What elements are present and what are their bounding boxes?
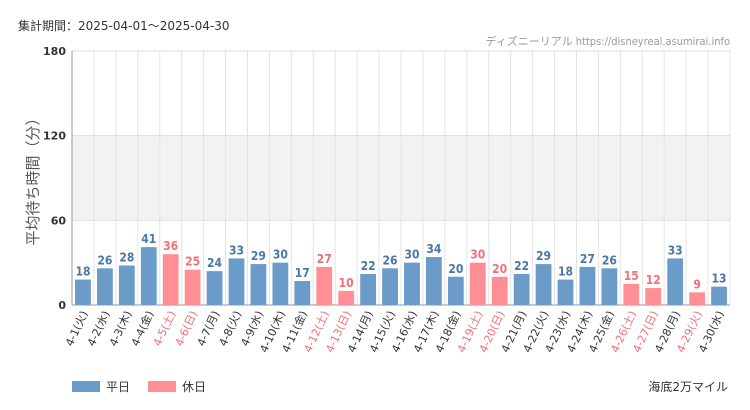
data-label: 28: [119, 250, 134, 264]
bar: [140, 247, 157, 305]
y-tick-label: 60: [51, 214, 67, 227]
data-label: 30: [404, 248, 419, 262]
data-label: 29: [251, 249, 266, 263]
bar: [382, 268, 398, 305]
data-label: 22: [361, 259, 376, 273]
bar: [645, 288, 662, 305]
data-label: 25: [185, 255, 200, 269]
data-label: 26: [383, 253, 398, 267]
legend-swatch-holiday: [148, 381, 177, 392]
data-label: 30: [470, 248, 485, 262]
y-axis: 0 60 120 180: [43, 45, 73, 312]
legend-item-holiday: 休日: [148, 378, 206, 395]
bar: [469, 262, 486, 305]
bar: [491, 276, 508, 305]
data-label: 15: [624, 269, 639, 283]
data-label: 17: [295, 266, 310, 280]
bar: [184, 269, 201, 305]
data-label: 20: [492, 262, 507, 276]
bar: [667, 258, 684, 305]
data-label: 10: [339, 276, 354, 290]
bar: [228, 258, 245, 305]
bar: [97, 268, 113, 305]
y-tick-label: 120: [43, 130, 66, 143]
y-tick-label: 180: [43, 45, 66, 58]
data-label: 33: [668, 243, 683, 257]
bar: [535, 264, 552, 305]
data-label: 27: [317, 252, 332, 266]
bar: [250, 264, 267, 305]
bar: [404, 262, 420, 305]
bar: [118, 265, 135, 305]
data-label: 36: [163, 239, 178, 253]
bar: [162, 254, 179, 305]
x-axis: 4-1(火)4-2(水)4-3(木)4-4(金)4-5(土)4-6(日)4-7(…: [63, 308, 727, 354]
data-label: 34: [426, 242, 442, 256]
source-label: ディズニーリアル https://disneyreal.asumirai.inf…: [485, 35, 730, 48]
data-label: 22: [514, 259, 529, 273]
data-label: 9: [693, 277, 701, 291]
legend-label-holiday: 休日: [182, 380, 207, 394]
data-label: 18: [75, 265, 90, 279]
gridlines: [71, 50, 731, 306]
bar: [206, 271, 223, 305]
bar: [689, 292, 705, 305]
data-label: 30: [273, 248, 288, 262]
data-label: 24: [207, 256, 223, 270]
data-label: 27: [580, 252, 595, 266]
data-label: 20: [448, 262, 463, 276]
data-label: 26: [97, 253, 112, 267]
bar: [623, 283, 640, 305]
bar: [447, 276, 464, 305]
data-label: 13: [712, 272, 727, 286]
bar: [272, 262, 289, 305]
bar: [557, 279, 574, 305]
data-label: 12: [646, 273, 661, 287]
bars: 18 26 28 41 36 25 24 33 29 30 17 27 10 22 26 30 34 20 30 20…: [75, 232, 727, 305]
data-label: 29: [536, 249, 551, 263]
legend-swatch-weekday: [72, 381, 100, 392]
attraction-name: 海底2万マイル: [648, 380, 728, 394]
bar: [338, 290, 355, 305]
legend-item-weekday: 平日: [72, 378, 130, 395]
bar: [711, 286, 727, 305]
data-label: 41: [141, 232, 156, 246]
data-label: 26: [602, 253, 617, 267]
bar: [360, 273, 376, 305]
period-label: 集計期間：2025-04-01～2025-04-30: [18, 19, 230, 33]
legend: 平日 休日: [72, 378, 224, 395]
bar: [426, 257, 442, 305]
y-tick-label: 0: [58, 299, 66, 312]
data-label: 33: [229, 243, 244, 257]
bar: [75, 279, 91, 305]
bar: [513, 273, 530, 305]
data-label: 18: [558, 265, 573, 279]
bar: [316, 266, 333, 305]
legend-label-weekday: 平日: [106, 380, 131, 394]
bar: [601, 268, 618, 305]
bar: [294, 281, 311, 305]
y-axis-label: 平均待ち時間（分）: [24, 110, 42, 245]
bar: [579, 266, 596, 305]
